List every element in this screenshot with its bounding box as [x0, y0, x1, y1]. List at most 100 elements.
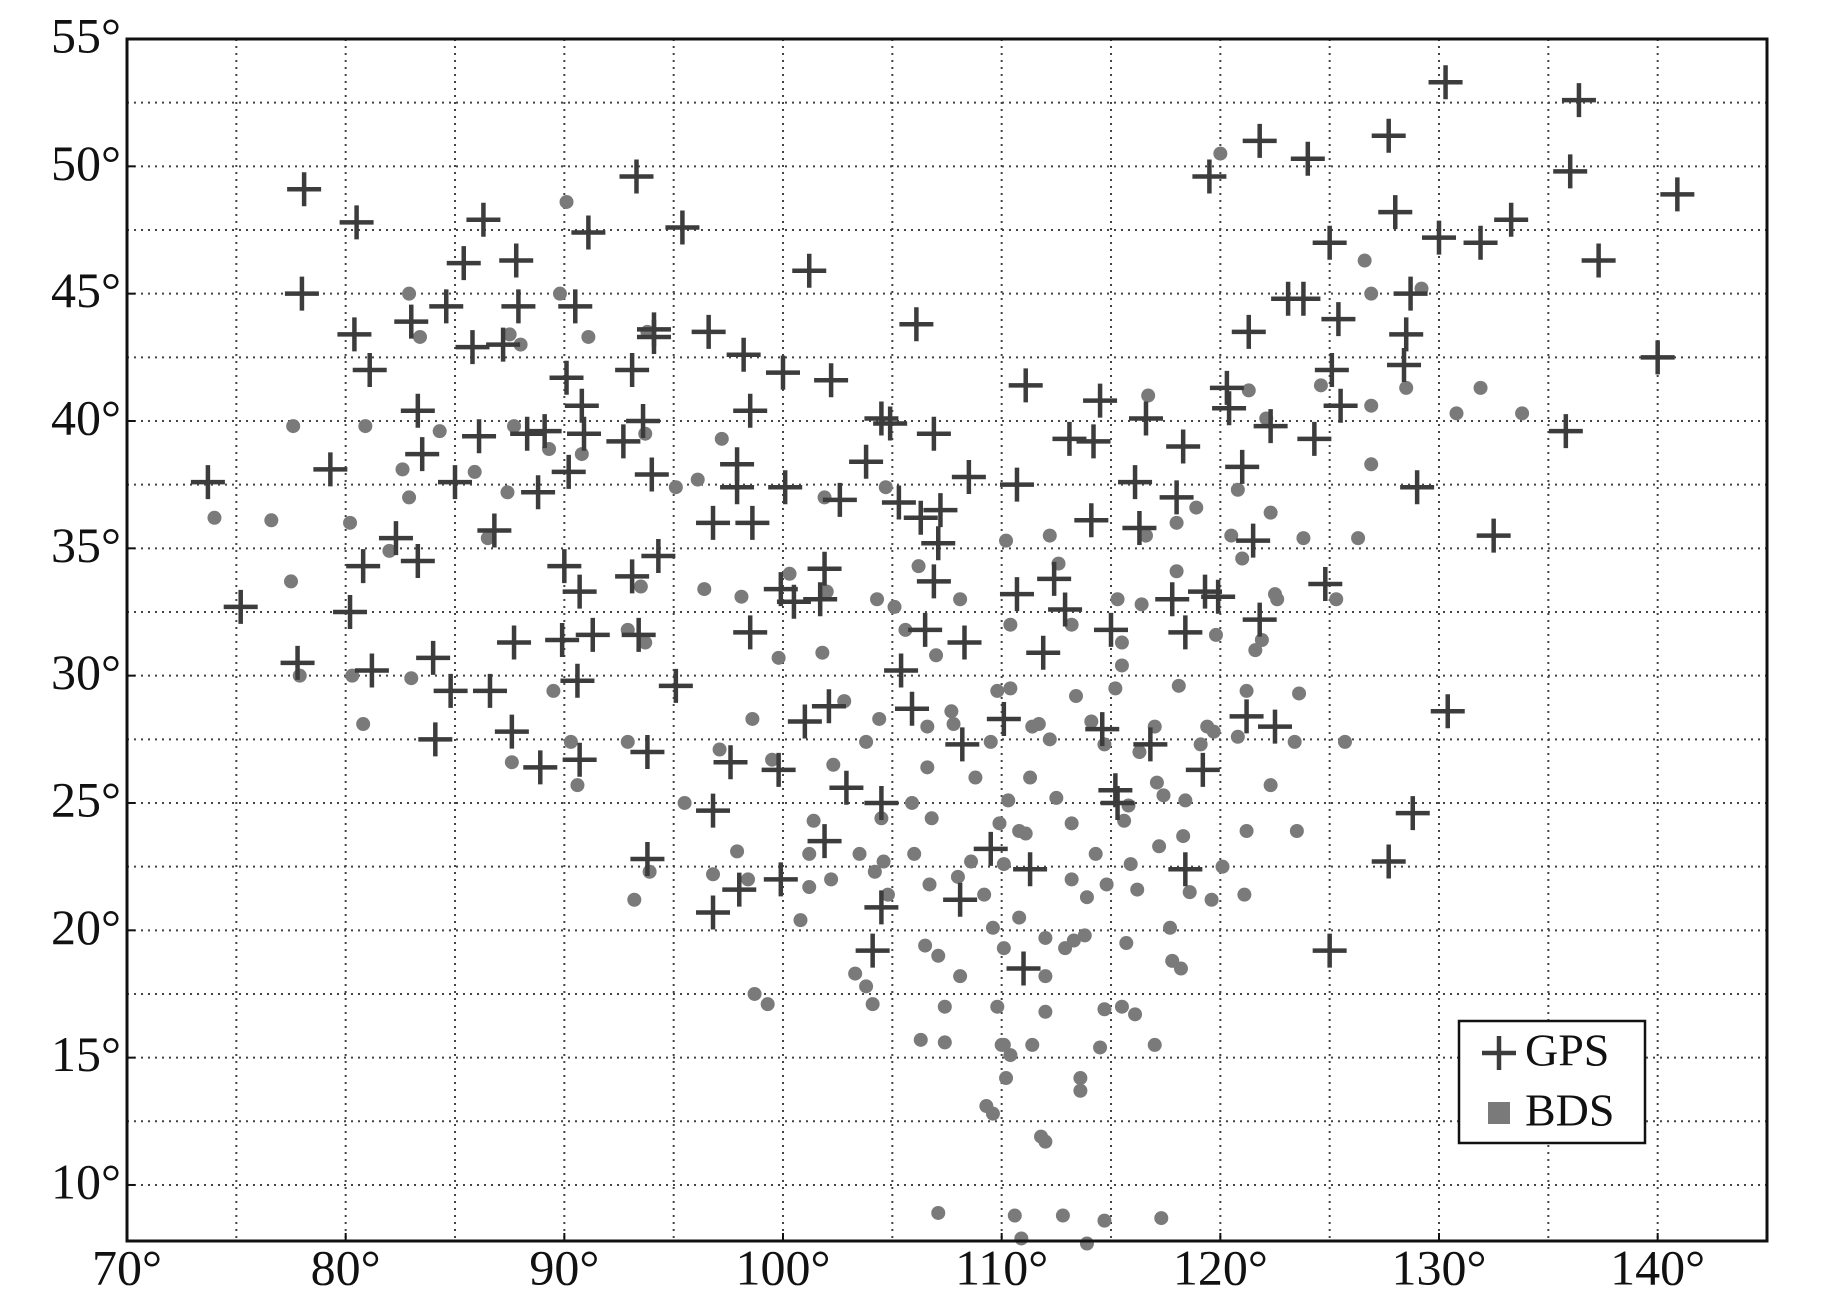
bds-point	[1093, 1040, 1108, 1055]
bds-point	[1351, 531, 1366, 546]
bds-point	[1178, 793, 1193, 808]
gps-point	[438, 465, 472, 500]
bds-point	[905, 795, 920, 810]
bds-point	[734, 589, 749, 604]
bds-point	[1110, 592, 1125, 607]
bds-point	[1141, 388, 1156, 403]
bds-point	[712, 742, 727, 757]
gps-point	[873, 406, 908, 441]
bds-point	[872, 711, 887, 726]
bds-point	[668, 480, 683, 495]
bds-point	[1012, 910, 1027, 925]
bds-point	[1130, 882, 1145, 897]
bds-point	[922, 877, 937, 892]
gps-point	[1083, 383, 1118, 418]
gps-point	[1387, 347, 1422, 382]
gps-point	[1128, 401, 1163, 436]
bds-point	[1263, 505, 1278, 520]
gps-point	[921, 526, 956, 561]
bds-point	[1014, 1231, 1029, 1246]
bds-point	[1193, 737, 1208, 752]
bds-point	[1182, 885, 1197, 900]
bds-point	[1001, 793, 1016, 808]
gps-point	[1013, 852, 1048, 887]
bds-point	[865, 997, 880, 1012]
bds-point	[931, 948, 946, 963]
gps-point	[394, 304, 429, 339]
bds-point	[859, 979, 874, 994]
bds-point	[402, 490, 417, 505]
bds-point	[1147, 1037, 1162, 1052]
gps-point	[1389, 317, 1424, 352]
bds-point	[887, 599, 902, 614]
bds-point	[1064, 816, 1079, 831]
gps-point	[477, 513, 512, 548]
series-0	[190, 65, 1695, 986]
gps-point	[1168, 615, 1203, 650]
gps-point	[575, 617, 610, 652]
gps-point	[1076, 424, 1111, 459]
bds-point	[985, 920, 1000, 935]
gps-point	[768, 470, 803, 505]
bds-point	[1449, 406, 1464, 421]
gps-point	[1122, 510, 1157, 545]
bds-point	[413, 329, 428, 344]
gps-point	[864, 401, 899, 436]
x-tick-label: 140°	[1610, 1239, 1705, 1295]
gps-point	[1371, 844, 1406, 879]
bds-point	[1364, 398, 1379, 413]
y-tick-label: 25°	[51, 771, 121, 827]
bds-point	[1171, 678, 1186, 693]
bds-point	[1515, 406, 1530, 421]
bds-point	[1230, 482, 1245, 497]
gps-point	[696, 895, 731, 930]
gps-point	[1640, 340, 1675, 375]
bds-point	[356, 717, 371, 732]
gps-point	[1395, 796, 1430, 831]
bds-point	[1003, 617, 1018, 632]
bds-point	[1364, 286, 1379, 301]
gps-point	[899, 307, 934, 342]
gps-point	[713, 745, 748, 780]
gps-point	[986, 701, 1021, 736]
bds-point	[382, 543, 397, 558]
bds-point	[1069, 689, 1084, 704]
bds-point	[1364, 457, 1379, 472]
y-tick-label: 30°	[51, 644, 121, 700]
bds-point	[793, 913, 808, 928]
bds-point	[741, 872, 756, 887]
bds-point	[747, 986, 762, 1001]
bds-point	[907, 846, 922, 861]
gps-point	[792, 253, 827, 288]
bds-point	[1099, 877, 1114, 892]
bds-point	[677, 795, 692, 810]
gps-point	[634, 457, 669, 492]
gps-point	[763, 862, 798, 897]
x-tick-label: 120°	[1173, 1239, 1268, 1295]
gps-point	[951, 460, 986, 495]
bds-point	[570, 778, 585, 793]
bds-point	[911, 559, 926, 574]
bds-point	[500, 485, 515, 500]
gps-point	[1258, 709, 1292, 744]
gps-point	[523, 750, 558, 785]
bds-point	[480, 531, 495, 546]
bds-point	[1064, 872, 1079, 887]
gps-point	[807, 824, 842, 859]
bds-point	[1038, 1004, 1053, 1019]
y-tick-label: 55°	[51, 7, 121, 63]
gps-point	[1463, 225, 1498, 260]
gps-point	[1561, 83, 1596, 118]
bds-point	[1018, 826, 1033, 841]
y-tick-label: 10°	[51, 1153, 121, 1209]
bds-point	[1289, 823, 1304, 838]
gps-point	[722, 872, 757, 907]
bds-point	[1134, 597, 1149, 612]
bds-point	[953, 969, 968, 984]
gps-point	[547, 549, 582, 584]
bds-point	[1263, 778, 1278, 793]
gps-point	[807, 551, 842, 586]
bds-point	[1121, 798, 1136, 813]
y-tick-label: 40°	[51, 389, 121, 445]
